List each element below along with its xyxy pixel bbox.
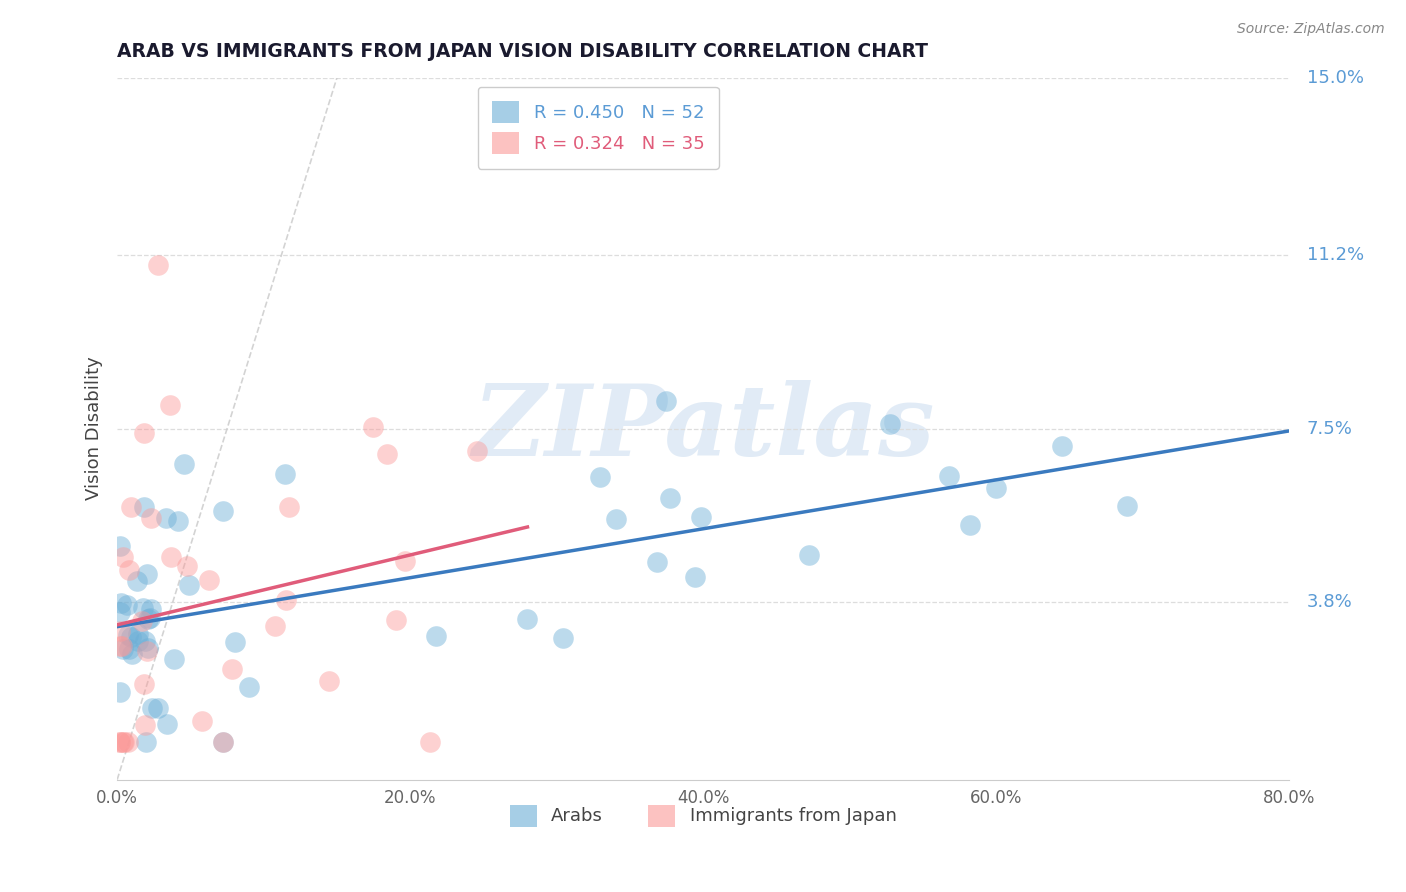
Point [277, 500, 299, 515]
Y-axis label: Vision Disability: Vision Disability [86, 357, 103, 500]
Point [797, 548, 820, 562]
Point [111, 550, 134, 565]
Point [1116, 499, 1139, 513]
Point [131, 614, 153, 628]
Point [375, 447, 398, 461]
Point [658, 491, 681, 506]
Point [120, 631, 142, 645]
Point [211, 735, 233, 749]
Point [135, 644, 157, 658]
Point [112, 735, 135, 749]
Point [117, 599, 139, 613]
Text: 7.5%: 7.5% [1308, 419, 1353, 438]
Point [419, 735, 441, 749]
Point [198, 573, 221, 587]
Point [117, 628, 139, 642]
Point [108, 639, 131, 653]
Point [211, 504, 233, 518]
Point [111, 735, 134, 749]
Point [111, 639, 134, 653]
Point [274, 467, 297, 482]
Point [127, 627, 149, 641]
Point [363, 420, 385, 434]
Point [134, 634, 156, 648]
Point [221, 661, 243, 675]
Point [121, 647, 143, 661]
Point [690, 509, 713, 524]
Point [177, 578, 200, 592]
Point [108, 624, 131, 638]
Point [176, 559, 198, 574]
Point [134, 676, 156, 690]
Point [112, 641, 135, 656]
Point [212, 735, 235, 749]
Point [131, 600, 153, 615]
Point [118, 563, 141, 577]
Point [191, 714, 214, 728]
Point [163, 652, 186, 666]
Point [132, 500, 155, 515]
Point [127, 574, 149, 589]
Point [110, 595, 132, 609]
Point [465, 444, 488, 458]
Point [238, 680, 260, 694]
Point [645, 555, 668, 569]
Point [589, 470, 612, 484]
Point [155, 511, 177, 525]
Point [146, 701, 169, 715]
Point [879, 417, 901, 431]
Text: 11.2%: 11.2% [1308, 246, 1364, 264]
Point [156, 717, 179, 731]
Point [108, 735, 131, 749]
Point [167, 514, 190, 528]
Point [1050, 439, 1073, 453]
Point [276, 592, 298, 607]
Point [318, 673, 340, 688]
Point [655, 394, 678, 409]
Point [159, 398, 181, 412]
Legend: Arabs, Immigrants from Japan: Arabs, Immigrants from Japan [502, 797, 904, 834]
Point [132, 426, 155, 441]
Point [134, 718, 156, 732]
Point [173, 457, 195, 471]
Point [938, 469, 960, 483]
Text: Source: ZipAtlas.com: Source: ZipAtlas.com [1237, 22, 1385, 37]
Point [108, 735, 131, 749]
Point [425, 630, 447, 644]
Point [135, 567, 157, 582]
Point [551, 631, 574, 645]
Text: 3.8%: 3.8% [1308, 593, 1353, 611]
Point [127, 633, 149, 648]
Text: ARAB VS IMMIGRANTS FROM JAPAN VISION DISABILITY CORRELATION CHART: ARAB VS IMMIGRANTS FROM JAPAN VISION DIS… [117, 42, 928, 61]
Text: 15.0%: 15.0% [1308, 69, 1364, 87]
Point [141, 701, 163, 715]
Point [385, 614, 408, 628]
Point [108, 685, 131, 699]
Point [117, 735, 139, 749]
Point [141, 602, 163, 616]
Point [139, 611, 162, 625]
Point [141, 511, 163, 525]
Point [224, 634, 246, 648]
Point [136, 640, 159, 655]
Text: ZIPatlas: ZIPatlas [472, 380, 935, 477]
Point [683, 570, 706, 584]
Point [135, 735, 157, 749]
Point [516, 612, 538, 626]
Point [264, 619, 287, 633]
Point [159, 549, 181, 564]
Point [108, 539, 131, 553]
Point [148, 258, 170, 272]
Point [136, 612, 159, 626]
Point [984, 482, 1007, 496]
Point [605, 512, 627, 526]
Point [394, 554, 416, 568]
Point [959, 517, 981, 532]
Point [110, 605, 132, 619]
Point [118, 642, 141, 657]
Point [120, 500, 142, 514]
